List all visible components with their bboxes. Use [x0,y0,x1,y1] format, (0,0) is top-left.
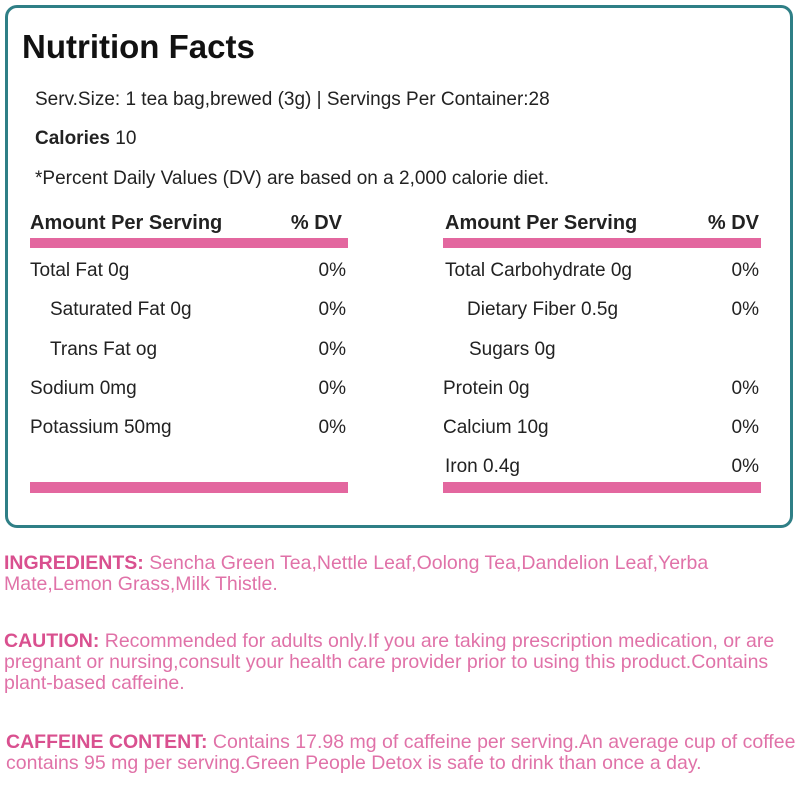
nutrient: Protein 0g [443,377,530,399]
nutrient: Total Carbohydrate 0g [445,260,632,281]
nutrient: Saturated Fat 0g [50,299,192,321]
pink-bar [30,238,348,248]
right-table: Amount Per Serving % DV Total Carbohydrat… [443,208,761,484]
pink-bar [443,482,761,493]
dv: 0% [731,377,759,399]
dv: 0% [318,299,346,321]
pink-bar [30,482,348,493]
dv-note: *Percent Daily Values (DV) are based on … [35,168,549,189]
nutrient: Potassium 50mg [30,417,172,439]
note-text: Contains 17.98 mg of caffeine per servin… [6,731,796,774]
table-header: Amount Per Serving % DV [30,208,348,238]
nutrient: Dietary Fiber 0.5g [467,299,619,321]
amount-header: Amount Per Serving [30,212,223,234]
dv: 0% [318,260,346,281]
amount-header: Amount Per Serving [445,212,638,234]
caution: CAUTION: Recommended for adults only.If … [4,631,796,694]
table-header: Amount Per Serving % DV [443,208,761,238]
nutrition-box [5,5,793,528]
caffeine: CAFFEINE CONTENT: Contains 17.98 mg of c… [6,732,798,774]
note-text: Recommended for adults only.If you are t… [4,630,775,694]
nutrient: Iron 0.4g [445,456,520,478]
note-label: INGREDIENTS: [4,552,144,574]
calories-value: 10 [115,128,137,149]
dv: 0% [318,417,346,439]
dv: 0% [731,417,759,439]
nutrient: Calcium 10g [443,417,549,439]
dv: 0% [731,456,759,478]
left-table: Amount Per Serving % DV Total Fat 0g 0% Sa… [30,208,348,444]
dv: 0% [318,377,346,399]
note-label: CAFFEINE CONTENT: [6,731,208,753]
nutrient: Sugars 0g [469,338,556,360]
calories-label: Calories [35,128,110,149]
nutrient: Total Fat 0g [30,260,130,281]
dv-header: % DV [707,212,759,234]
dv: 0% [731,260,759,281]
calories: Calories 10 [35,128,136,150]
dv-header: % DV [290,212,342,234]
note-label: CAUTION: [4,630,100,652]
title: Nutrition Facts [22,28,255,65]
serving: Serv.Size: 1 tea bag,brewed (3g) | Servi… [35,89,550,110]
dv: 0% [731,299,759,321]
pink-bar [443,238,761,248]
dv: 0% [318,338,346,360]
note-text: Sencha Green Tea,Nettle Leaf,Oolong Tea,… [4,552,709,595]
nutrient: Trans Fat og [50,338,158,360]
ingredients: INGREDIENTS: Sencha Green Tea,Nettle Lea… [4,553,796,595]
nutrient: Sodium 0mg [30,377,137,399]
